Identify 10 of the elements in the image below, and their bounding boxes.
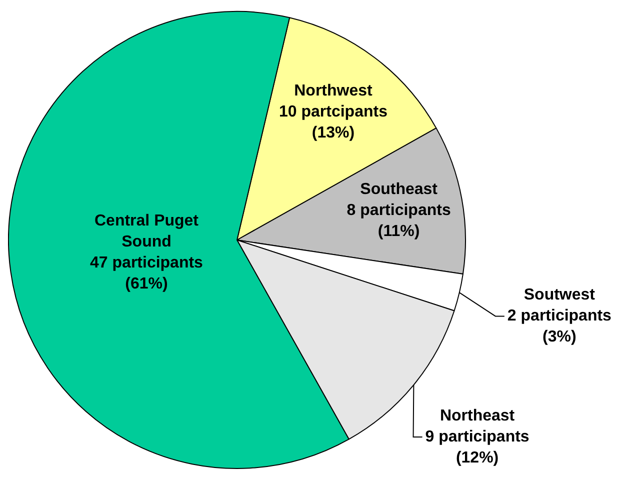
- slice-label: Soutwest: [524, 286, 596, 304]
- slice-label: Southeast: [360, 180, 438, 198]
- slice-label: Northeast: [440, 407, 516, 424]
- slice-label: Northwest: [294, 82, 374, 100]
- data-label: 9 participants (12%): [425, 428, 530, 466]
- data-label: 47 participants (61%): [90, 254, 204, 293]
- data-label: 8 participants (11%): [346, 202, 451, 240]
- data-label: 2 participants (3%): [507, 308, 612, 346]
- data-label: 10 partcipants (13%): [278, 104, 388, 142]
- slice-label: Central Puget Sound: [94, 212, 200, 251]
